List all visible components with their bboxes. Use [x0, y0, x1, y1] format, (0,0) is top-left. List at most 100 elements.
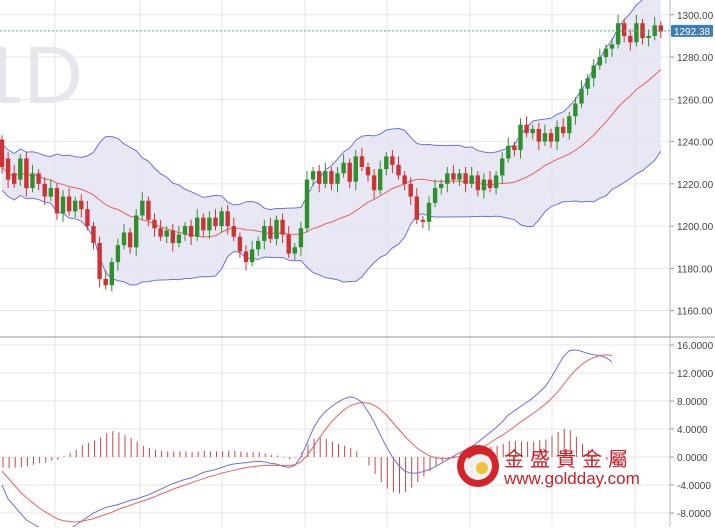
candle-body — [622, 23, 627, 36]
candle-body — [12, 173, 17, 184]
candle-body — [182, 226, 188, 235]
moving-average-line — [1, 69, 662, 238]
candle-body — [249, 249, 255, 263]
macd-dif-line — [1, 349, 613, 532]
y-axis-tick-label: 1300.00 — [677, 11, 714, 22]
candle-body — [5, 158, 11, 180]
candle-body — [481, 179, 487, 191]
macd-dea-line — [1, 354, 613, 523]
candle-body — [536, 128, 541, 142]
candle-body — [97, 243, 102, 279]
logo-coin-icon — [476, 462, 488, 474]
candle-body — [378, 169, 383, 191]
candle-body — [640, 23, 645, 39]
candle-body — [567, 116, 572, 134]
candle-body — [469, 175, 474, 184]
y-axis-tick-label: 1280.00 — [677, 53, 714, 64]
y-axis-tick-label: 1160.00 — [677, 307, 713, 318]
candle-body — [243, 251, 249, 263]
y-axis-tick-label: 1180.00 — [677, 264, 713, 275]
candle-body — [170, 230, 175, 244]
goldday-logo: 金盛貴金屬 www.goldday.com — [457, 445, 640, 488]
candle-body — [329, 171, 334, 184]
candle-body — [158, 228, 163, 237]
candle-body — [60, 196, 66, 214]
candle-body — [579, 88, 584, 104]
candle-body — [207, 217, 212, 231]
candle-body — [475, 175, 480, 191]
candle-body — [219, 211, 224, 227]
current-price-label: 1292.38 — [674, 27, 711, 38]
candle-body — [188, 226, 194, 237]
bollinger-band-fill — [2, 0, 661, 285]
candle-body — [237, 236, 243, 252]
macd-y-tick-label: -8.0000 — [677, 509, 711, 520]
candle-body — [140, 200, 145, 216]
candle-body — [615, 23, 621, 45]
candle-body — [658, 25, 663, 32]
candle-body — [323, 171, 328, 184]
current-price-badge — [671, 24, 713, 37]
candle-body — [341, 162, 346, 174]
y-axis-tick-label: 1260.00 — [677, 95, 714, 106]
candle-body — [451, 173, 456, 180]
y-axis-tick-label: 1220.00 — [677, 180, 714, 191]
candle-body — [463, 173, 468, 184]
candle-body — [585, 78, 590, 89]
candle-body — [457, 173, 462, 180]
candle-body — [103, 278, 108, 286]
candle-body — [390, 156, 395, 165]
candle-body — [554, 126, 560, 142]
candle-body — [42, 183, 47, 197]
candle-body — [292, 247, 297, 254]
candle-body — [109, 262, 114, 286]
candle-body — [634, 23, 639, 43]
candle-body — [402, 175, 407, 184]
candle-body — [573, 103, 578, 117]
candle-body — [591, 65, 596, 79]
y-axis-tick-label: 1240.00 — [677, 138, 714, 149]
candle-body — [414, 196, 419, 220]
candle-body — [524, 124, 529, 134]
candle-body — [18, 158, 23, 180]
candle-body — [646, 35, 651, 39]
candle-body — [500, 158, 505, 176]
candle-body — [652, 25, 657, 36]
macd-y-tick-label: 12.0000 — [677, 369, 714, 380]
candle-body — [518, 124, 523, 151]
candle-body — [548, 133, 554, 142]
candle-body — [597, 57, 602, 66]
candle-body — [310, 171, 316, 180]
candle-body — [30, 173, 35, 189]
candle-body — [298, 228, 304, 248]
candle-body — [225, 211, 230, 227]
macd-y-tick-label: 16.0000 — [677, 341, 714, 352]
candle-body — [609, 44, 615, 49]
candle-body — [73, 200, 78, 212]
candle-body — [213, 217, 218, 227]
candle-body — [384, 156, 389, 170]
candle-body — [347, 162, 352, 182]
candle-body — [85, 209, 90, 227]
candle-body — [231, 226, 236, 237]
bollinger-upper-line — [1, 0, 643, 211]
candle-body — [603, 48, 609, 58]
candle-body — [628, 35, 633, 43]
candle-body — [432, 188, 438, 203]
candle-body — [36, 173, 41, 184]
candle-body — [164, 230, 169, 237]
candle-body — [286, 234, 291, 254]
candle-body — [506, 145, 511, 159]
candle-body — [115, 245, 121, 263]
candle-body — [256, 240, 261, 250]
logo-chinese-name: 金盛貴金屬 — [504, 448, 634, 471]
candle-body — [408, 183, 413, 197]
macd-y-tick-label: 8.0000 — [677, 397, 708, 408]
candle-body — [420, 219, 426, 222]
candle-body — [121, 232, 127, 246]
watermark-text: 1D — [0, 30, 83, 121]
candle-body — [134, 215, 139, 248]
candle-body — [274, 219, 279, 239]
candle-body — [487, 179, 493, 189]
candle-body — [268, 226, 273, 239]
